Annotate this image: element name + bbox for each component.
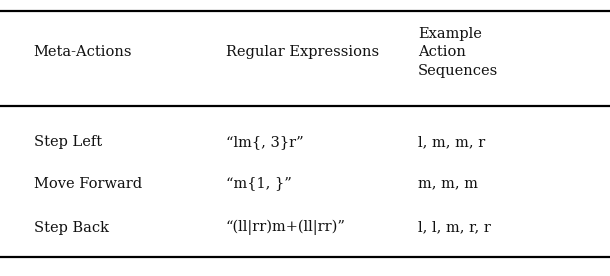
Text: Move Forward: Move Forward [34, 177, 142, 190]
Text: l, m, m, r: l, m, m, r [418, 135, 485, 149]
Text: m, m, m: m, m, m [418, 177, 478, 190]
Text: Step Back: Step Back [34, 221, 109, 235]
Text: “(ll|rr)m+(ll|rr)”: “(ll|rr)m+(ll|rr)” [226, 220, 346, 235]
Text: Step Left: Step Left [34, 135, 102, 149]
Text: Example
Action
Sequences: Example Action Sequences [418, 27, 498, 78]
Text: Regular Expressions: Regular Expressions [226, 46, 379, 59]
Text: Meta-Actions: Meta-Actions [34, 46, 132, 59]
Text: “m{1, }”: “m{1, }” [226, 177, 292, 190]
Text: l, l, m, r, r: l, l, m, r, r [418, 221, 490, 235]
Text: “lm{, 3}r”: “lm{, 3}r” [226, 135, 303, 149]
